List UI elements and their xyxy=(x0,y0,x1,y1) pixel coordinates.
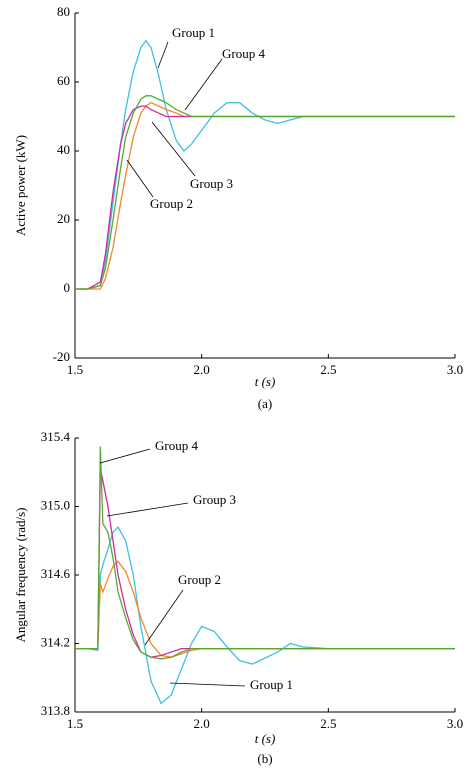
y-axis-label: Angular frequency (rad/s) xyxy=(13,508,28,643)
x-tick-label: 3.0 xyxy=(447,362,463,377)
caption: (b) xyxy=(257,751,272,766)
series-label: Group 3 xyxy=(193,492,236,507)
x-tick-label: 2.0 xyxy=(194,362,210,377)
series-line xyxy=(75,101,455,290)
x-tick-label: 1.5 xyxy=(67,362,83,377)
x-tick-label: 1.5 xyxy=(67,716,83,731)
y-tick-label: 314.2 xyxy=(41,634,70,649)
leader-line xyxy=(151,121,196,177)
series-line xyxy=(75,468,455,658)
y-tick-label: 60 xyxy=(57,73,70,88)
x-axis-label: t (s) xyxy=(255,374,276,389)
y-tick-label: -20 xyxy=(53,349,70,364)
series-line xyxy=(75,95,455,290)
y-tick-label: 313.8 xyxy=(41,703,70,718)
series-label: Group 1 xyxy=(172,25,215,40)
y-tick-label: 315.4 xyxy=(41,429,71,444)
y-tick-label: 0 xyxy=(64,280,71,295)
series-line xyxy=(75,105,455,290)
caption: (a) xyxy=(258,396,272,411)
x-axis-label: t (s) xyxy=(255,731,276,746)
series-label: Group 2 xyxy=(150,196,193,211)
series-label: Group 3 xyxy=(190,176,233,191)
leader-line xyxy=(126,159,154,198)
series-label: Group 1 xyxy=(250,677,293,692)
leader-line xyxy=(157,41,169,69)
leader-line xyxy=(106,502,189,517)
leader-line xyxy=(99,448,151,464)
y-tick-label: 40 xyxy=(57,142,70,157)
x-tick-label: 2.5 xyxy=(320,716,336,731)
series-label: Group 2 xyxy=(178,572,221,587)
y-tick-label: 20 xyxy=(57,211,70,226)
y-axis-label: Active power (kW) xyxy=(13,135,28,236)
y-tick-label: 315.0 xyxy=(41,497,70,512)
leader-line xyxy=(144,589,184,646)
series-line xyxy=(75,39,455,290)
series-label: Group 4 xyxy=(222,46,265,61)
series-line xyxy=(75,560,455,658)
y-tick-label: 80 xyxy=(57,4,70,19)
y-tick-label: 314.6 xyxy=(41,566,71,581)
x-tick-label: 3.0 xyxy=(447,716,463,731)
series-line xyxy=(75,446,455,660)
leader-line xyxy=(169,682,246,687)
x-tick-label: 2.5 xyxy=(320,362,336,377)
leader-line xyxy=(184,58,223,111)
x-tick-label: 2.0 xyxy=(194,716,210,731)
series-label: Group 4 xyxy=(155,438,198,453)
